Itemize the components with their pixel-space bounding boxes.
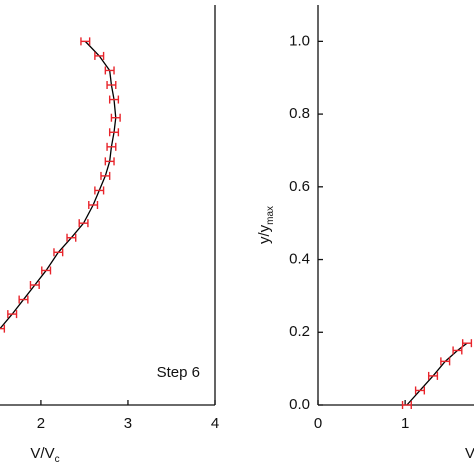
error-bar — [29, 281, 40, 289]
error-bar — [461, 339, 473, 348]
x-axis-label-main: V/V — [30, 445, 54, 462]
x-axis-label: V — [465, 445, 474, 462]
error-bar — [108, 128, 120, 137]
error-bar — [94, 51, 105, 60]
error-bar — [100, 171, 111, 180]
error-bar — [104, 157, 115, 166]
data-line — [406, 342, 468, 406]
error-bar — [414, 386, 426, 395]
error-bar — [41, 266, 52, 275]
error-bar — [108, 95, 120, 104]
x-tick-label: 3 — [124, 415, 132, 432]
x-axis-label-sub: c — [55, 454, 60, 465]
x-axis-label: V/Vc — [30, 445, 59, 465]
y-axis-label: y/ymax — [256, 206, 276, 244]
error-bar — [88, 201, 99, 209]
y-tick-label: 0.4 — [289, 251, 310, 268]
x-tick-label: 4 — [211, 415, 219, 432]
error-bar — [401, 401, 412, 409]
data-line — [0, 40, 117, 330]
error-bar — [106, 81, 117, 89]
error-bar — [452, 346, 463, 355]
error-bar — [110, 113, 121, 122]
error-bar — [80, 37, 91, 46]
y-tick-label: 0.8 — [289, 105, 310, 122]
y-tick-label: 0.2 — [289, 323, 310, 340]
error-bar — [53, 248, 64, 257]
annotation: Step 6 — [157, 364, 200, 381]
error-bar — [18, 295, 29, 304]
x-axis-label-main: V — [465, 445, 474, 462]
error-bar — [78, 219, 89, 228]
error-bar — [66, 233, 77, 242]
error-bar — [104, 66, 115, 75]
y-axis-label-main: y/y — [256, 224, 273, 244]
y-tick-label: 0.6 — [289, 178, 310, 195]
y-tick-label: 1.0 — [289, 32, 310, 49]
y-tick-label: 0.0 — [289, 396, 310, 413]
error-bar — [427, 371, 439, 380]
error-bar — [7, 310, 18, 319]
error-bar — [106, 142, 117, 151]
x-tick-label: 1 — [401, 415, 409, 432]
x-tick-label: 0 — [314, 415, 322, 432]
x-tick-label: 2 — [37, 415, 45, 432]
error-bar — [94, 186, 105, 195]
error-bar — [440, 357, 451, 366]
error-bar — [0, 324, 6, 333]
y-axis-label-sub: max — [265, 206, 276, 225]
